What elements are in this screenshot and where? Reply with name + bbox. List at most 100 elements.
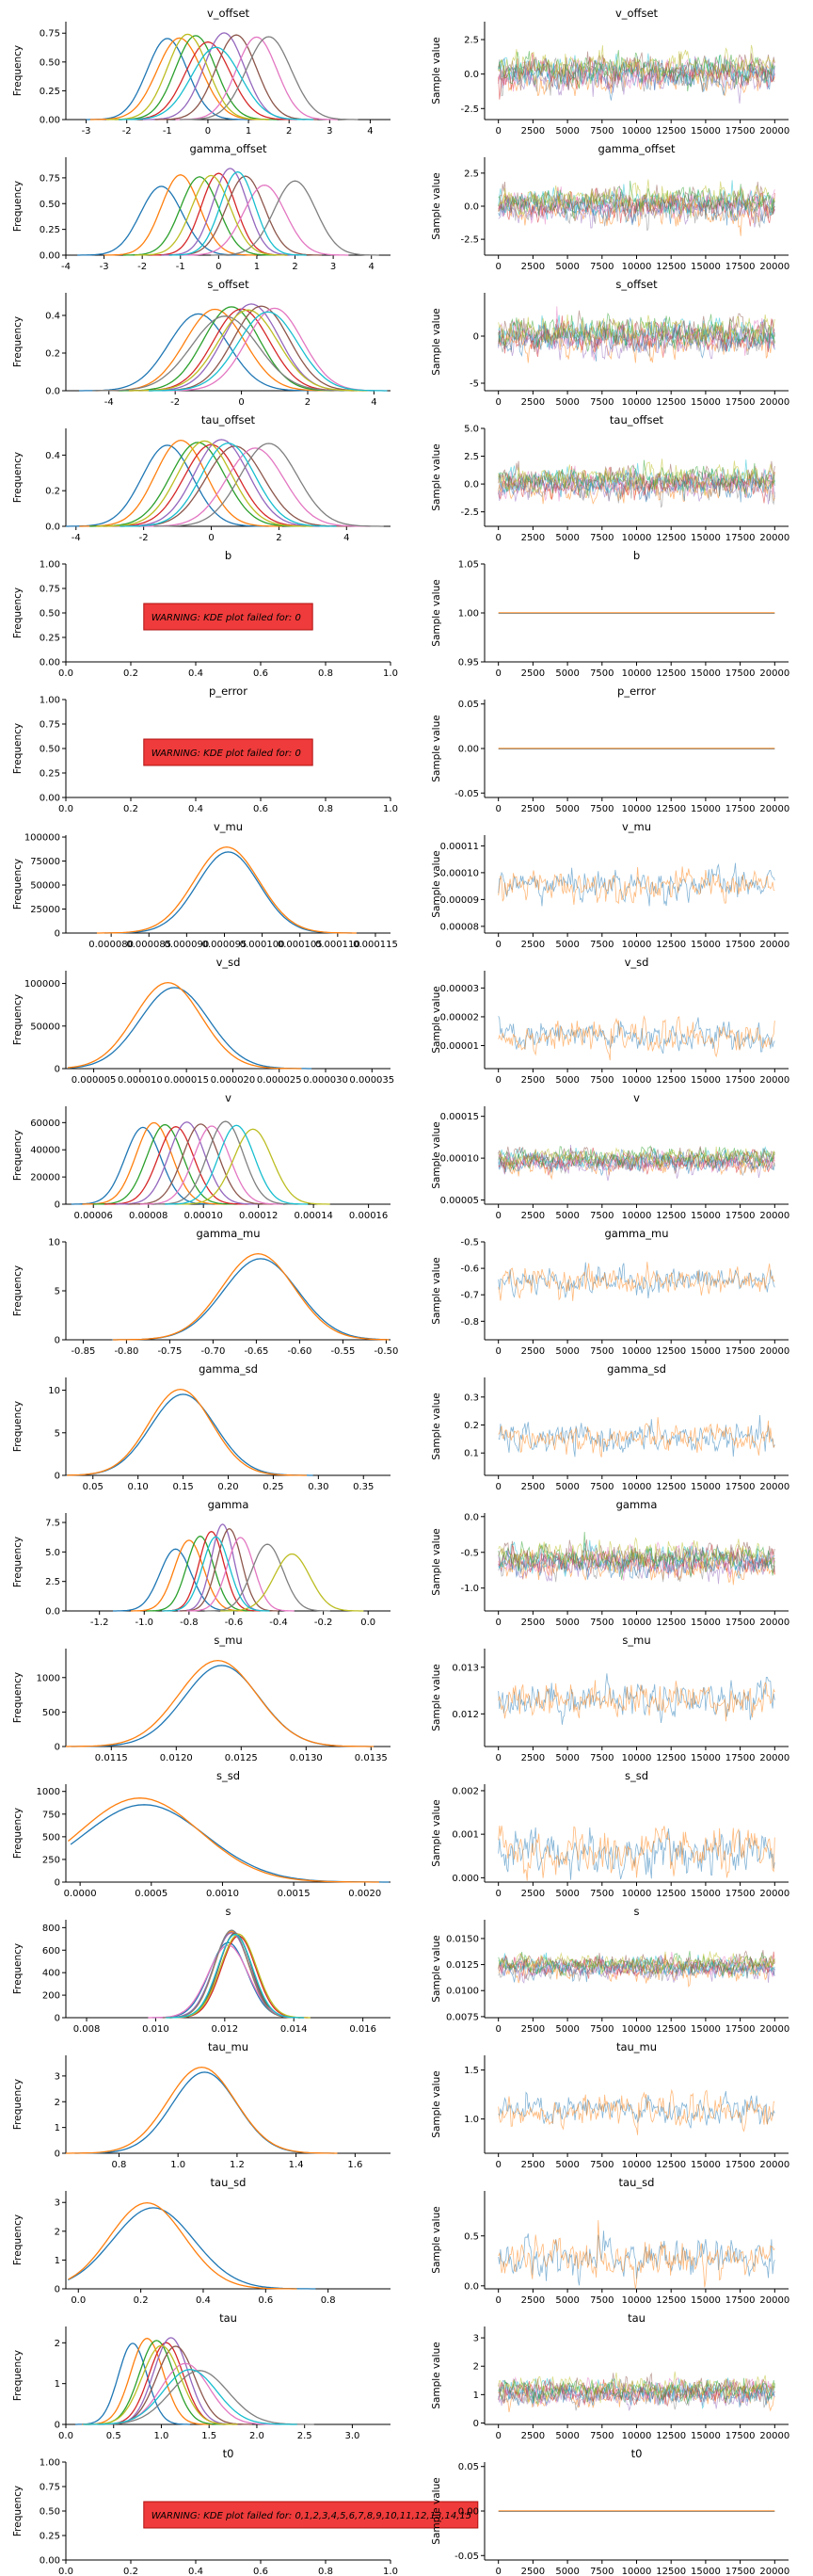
gamma_sd-trace-series: [498, 1417, 775, 1457]
row-t0: 0.0 0.2 0.4 0.6 0.8 1.0 0.00 0.25 0.50 0.75 1.00 t0…: [12, 2447, 789, 2576]
s_offset-trace-x-tick-label: 5000: [555, 397, 579, 408]
gamma_sd-trace-x-tick-label: 17500: [725, 1482, 756, 1492]
s-kde-series: [159, 1932, 304, 2019]
gamma_mu-trace-x-tick-label: 15000: [691, 1346, 721, 1357]
tau-trace-series: [498, 2371, 775, 2404]
s_offset-trace-series: [498, 312, 775, 352]
s-kde-y-label: Frequency: [12, 1943, 24, 1994]
v_mu-kde-y-tick-label: 25000: [30, 905, 60, 915]
s_sd-kde-x-tick-label: 0.0015: [278, 1889, 311, 1899]
v-kde-panel: 0.00006 0.00008 0.00010 0.00012 0.00014 0.000…: [12, 1091, 391, 1221]
tau_offset-trace-panel: 0 2500 5000 7500 10000 12500 15000 17500 20000 -2…: [431, 413, 789, 543]
tau_mu-kde-y-tick-label: 1: [55, 2123, 60, 2133]
tau-kde-x-tick-label: 3.0: [344, 2431, 359, 2441]
tau_sd-trace-y-tick-label: 0.5: [464, 2231, 479, 2242]
gamma_sd-trace-y-tick-label: 0.3: [464, 1393, 479, 1403]
b-kde-title: b: [225, 549, 231, 562]
s_mu-trace-x-tick-label: 10000: [622, 1753, 652, 1763]
gamma_offset-kde-panel: -4 -3 -2 -1 0 1 2 3 4 0.00 0.25 0.50 0.75 gamma_offse…: [12, 142, 391, 272]
s-trace-x-tick-label: 20000: [759, 2024, 789, 2035]
v_sd-kde-series: [68, 987, 312, 1070]
s_sd-trace-y-tick-label: 0.000: [452, 1874, 479, 1884]
tau-kde-x-tick-label: 1.0: [154, 2431, 169, 2441]
b-kde-warning-box: [143, 603, 313, 631]
tau_sd-trace-x-tick-label: 10000: [622, 2295, 652, 2306]
v_offset-trace-series: [498, 44, 775, 85]
gamma-kde-x-tick-label: -0.2: [314, 1618, 333, 1628]
tau_sd-kde-panel: 0.0 0.2 0.4 0.6 0.8 0 1 2 3 tau_sd Frequency: [12, 2176, 391, 2306]
gamma_sd-trace-x-tick-label: 2500: [521, 1482, 545, 1492]
b-trace-x-tick-label: 5000: [555, 668, 579, 679]
tau_offset-kde-panel: -4 -2 0 2 4 0.0 0.2 0.4 tau_offset Frequency: [12, 413, 391, 543]
tau-kde-x-tick-label: 0.0: [58, 2431, 73, 2441]
v-kde-series: [129, 1123, 273, 1205]
tau_sd-trace-title: tau_sd: [619, 2176, 655, 2189]
v-kde-series: [139, 1125, 283, 1205]
gamma_offset-kde-x-tick-label: -4: [61, 262, 71, 272]
tau_offset-trace-x-tick-label: 17500: [725, 533, 756, 543]
t0-trace-y-tick-label: -0.05: [454, 2552, 479, 2562]
gamma_offset-kde-x-tick-label: 3: [330, 262, 336, 272]
s_offset-trace-y-tick-label: 0: [473, 332, 479, 343]
s-trace-x-tick-label: 15000: [691, 2024, 721, 2035]
tau-kde-x-tick-label: 1.5: [201, 2431, 216, 2441]
tau_offset-trace-y-label: Sample value: [431, 443, 442, 510]
row-gamma: -1.2 -1.0 -0.8 -0.6 -0.4 -0.2 0.0 0.0 2.5 5.0 7.5 g…: [12, 1498, 789, 1628]
tau_sd-trace-x-tick-label: 17500: [725, 2295, 756, 2306]
tau_offset-kde-y-tick-label: 0.0: [45, 523, 60, 533]
gamma_offset-kde-x-tick-label: -3: [100, 262, 109, 272]
s_offset-kde-x-tick-label: -2: [170, 397, 180, 408]
tau_mu-trace-x-tick-label: 12500: [656, 2160, 686, 2170]
b-kde-x-tick-label: 0.8: [318, 668, 333, 679]
s_mu-kde-x-tick-label: 0.0135: [355, 1753, 388, 1763]
s_mu-trace-y-tick-label: 0.013: [452, 1663, 479, 1673]
gamma_mu-trace-y-tick-label: -0.6: [460, 1264, 479, 1275]
gamma_offset-trace-y-label: Sample value: [431, 172, 442, 239]
gamma_offset-kde-title: gamma_offset: [189, 142, 267, 155]
t0-kde-panel: 0.0 0.2 0.4 0.6 0.8 1.0 0.00 0.25 0.50 0.75 1.00 t0…: [12, 2447, 479, 2576]
t0-trace-title: t0: [631, 2447, 643, 2460]
tau_offset-kde-x-tick-label: 4: [343, 533, 349, 543]
tau-kde-y-tick-label: 2: [55, 2339, 60, 2349]
b-kde-y-label: Frequency: [12, 588, 24, 638]
t0-trace-y-tick-label: 0.00: [458, 2507, 479, 2518]
v_mu-kde-x-tick-label: 0.000095: [202, 940, 247, 950]
p_error-trace-x-tick-label: 5000: [555, 804, 579, 814]
s_sd-kde-series: [70, 1804, 390, 1883]
s_sd-kde-x-tick-label: 0.0005: [135, 1889, 167, 1899]
tau-trace-y-tick-label: 0: [473, 2419, 479, 2429]
v-trace-y-label: Sample value: [431, 1121, 442, 1188]
s_mu-trace-y-tick-label: 0.012: [452, 1710, 479, 1720]
s_sd-trace-x-tick-label: 7500: [590, 1889, 614, 1899]
gamma-kde-series: [204, 1543, 330, 1612]
v_offset-kde-y-tick-label: 0.50: [40, 57, 60, 68]
s_mu-kde-y-tick-label: 0: [55, 1743, 60, 1753]
gamma_mu-trace-panel: 0 2500 5000 7500 10000 12500 15000 17500 20000 -0…: [431, 1227, 789, 1357]
tau_offset-kde-series: [103, 443, 320, 527]
s_sd-trace-x-tick-label: 15000: [691, 1889, 721, 1899]
v_offset-kde-x-tick-label: 0: [205, 126, 211, 137]
p_error-kde-title: p_error: [209, 684, 247, 698]
v-trace-x-tick-label: 2500: [521, 1211, 545, 1221]
tau-trace-x-tick-label: 10000: [622, 2431, 652, 2441]
gamma_offset-kde-series: [168, 170, 307, 256]
t0-trace-x-tick-label: 5000: [555, 2567, 579, 2576]
gamma-kde-x-tick-label: -1.0: [136, 1618, 154, 1628]
tau-trace-y-label: Sample value: [431, 2342, 442, 2408]
s_sd-trace-title: s_sd: [625, 1769, 648, 1782]
gamma_offset-trace-y-tick-label: 0.0: [464, 202, 479, 213]
v-trace-x-tick-label: 0: [495, 1211, 501, 1221]
gamma_sd-kde-series: [66, 1388, 307, 1476]
tau_mu-trace-x-tick-label: 10000: [622, 2160, 652, 2170]
gamma_offset-kde-series: [135, 174, 288, 256]
s-kde-y-tick-label: 400: [42, 1969, 60, 1979]
p_error-trace-y-tick-label: 0.05: [458, 700, 479, 710]
tau_sd-kde-x-tick-label: 0.2: [134, 2295, 149, 2306]
tau_sd-kde-y-tick-label: 2: [55, 2227, 60, 2237]
v_sd-trace-y-tick-label: 0.00001: [440, 1041, 479, 1052]
v_offset-kde-y-tick-label: 0.25: [40, 87, 60, 97]
gamma-kde-series: [162, 1536, 270, 1612]
v_mu-kde-title: v_mu: [214, 820, 243, 833]
tau-trace-x-tick-label: 20000: [759, 2431, 789, 2441]
tau_mu-trace-y-tick-label: 1.0: [464, 2115, 479, 2125]
